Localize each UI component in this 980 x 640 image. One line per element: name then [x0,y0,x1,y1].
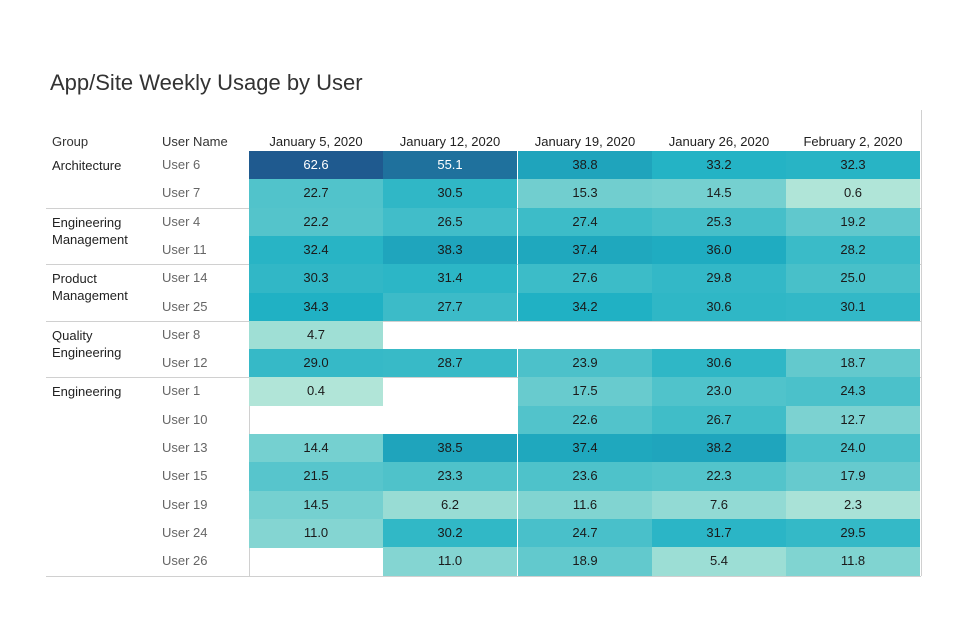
heatmap-cell: 15.3 [518,179,652,208]
heatmap-cell: 28.7 [383,349,517,378]
heatmap-cell: 12.7 [786,406,920,435]
table-border [921,110,922,576]
heatmap-cell: 23.6 [518,462,652,491]
heatmap-cell: 38.8 [518,151,652,180]
heatmap-cell: 23.9 [518,349,652,378]
heatmap-cell: 30.6 [652,349,786,378]
heatmap-cell: 0.6 [786,179,920,208]
heatmap-cell: 26.7 [652,406,786,435]
heatmap-cell: 62.6 [249,151,383,180]
heatmap-cell: 33.2 [652,151,786,180]
heatmap-cell: 6.2 [383,491,517,520]
heatmap-cell: 22.3 [652,462,786,491]
heatmap-cell: 37.4 [518,434,652,463]
user-label: User 26 [162,553,208,568]
heatmap-cell: 25.3 [652,208,786,237]
column-header: January 12, 2020 [399,134,501,149]
heatmap-cell: 11.6 [518,491,652,520]
heatmap-cell: 38.3 [383,236,517,265]
heatmap-cell: 22.6 [518,406,652,435]
heatmap-cell: 24.7 [518,519,652,548]
heatmap-cell: 22.7 [249,179,383,208]
heatmap-cell: 22.2 [249,208,383,237]
heatmap-cell: 14.5 [652,179,786,208]
heatmap-cell: 14.4 [249,434,383,463]
heatmap-cell: 11.8 [786,547,920,576]
heatmap-cell: 30.1 [786,293,920,322]
heatmap-cell: 24.3 [786,377,920,406]
user-label: User 4 [162,214,201,229]
heatmap-cell: 2.3 [786,491,920,520]
heatmap-cell: 30.5 [383,179,517,208]
table-bottom-border [46,576,921,577]
column-header: January 26, 2020 [668,134,770,149]
heatmap-cell: 26.5 [383,208,517,237]
group-label: Engineering Management [52,215,128,247]
group-separator [46,321,921,322]
column-header: January 5, 2020 [269,134,363,149]
heatmap-cell: 29.8 [652,264,786,293]
heatmap-cell: 55.1 [383,151,517,180]
heatmap-cell: 14.5 [249,491,383,520]
user-label: User 15 [162,468,208,483]
heatmap-cell: 11.0 [383,547,517,576]
group-column-header: Group [52,134,89,149]
heatmap-cell: 28.2 [786,236,920,265]
heatmap-cell: 34.2 [518,293,652,322]
heatmap-cell: 17.9 [786,462,920,491]
heatmap-cell: 30.3 [249,264,383,293]
user-label: User 24 [162,525,208,540]
heatmap-cell: 37.4 [518,236,652,265]
user-label: User 6 [162,157,201,172]
heatmap-cell: 31.7 [652,519,786,548]
heatmap-cell: 30.2 [383,519,517,548]
heatmap-cell: 23.0 [652,377,786,406]
group-label: Quality Engineering [52,328,122,360]
user-label: User 12 [162,355,208,370]
heatmap-cell: 23.3 [383,462,517,491]
heatmap-cell: 21.5 [249,462,383,491]
heatmap-cell: 32.3 [786,151,920,180]
user-label: User 11 [162,242,207,257]
heatmap-cell: 11.0 [249,519,383,548]
chart-title: App/Site Weekly Usage by User [50,70,363,95]
user-label: User 1 [162,383,201,398]
heatmap-cell: 27.4 [518,208,652,237]
heatmap-cell: 7.6 [652,491,786,520]
heatmap-cell: 34.3 [249,293,383,322]
group-label: Product Management [52,271,128,303]
heatmap-cell: 32.4 [249,236,383,265]
heatmap-cell: 38.2 [652,434,786,463]
group-label: Architecture [52,158,122,173]
user-label: User 14 [162,270,208,285]
group-separator [46,377,921,378]
user-label: User 19 [162,497,208,512]
heatmap-cell: 17.5 [518,377,652,406]
heatmap-cell: 5.4 [652,547,786,576]
user-label: User 13 [162,440,208,455]
heatmap-cell: 29.0 [249,349,383,378]
user-label: User 25 [162,299,208,314]
heatmap-cell: 18.7 [786,349,920,378]
user-label: User 7 [162,185,201,200]
heatmap-cell: 4.7 [249,321,383,350]
heatmap-cell: 24.0 [786,434,920,463]
heatmap-cell: 36.0 [652,236,786,265]
user-column-header: User Name [162,134,228,149]
heatmap-cell: 19.2 [786,208,920,237]
heatmap-cell: 25.0 [786,264,920,293]
column-header: January 19, 2020 [534,134,636,149]
heatmap-cell: 18.9 [518,547,652,576]
heatmap-cell: 31.4 [383,264,517,293]
heatmap-cell: 27.6 [518,264,652,293]
heatmap-cell: 0.4 [249,377,383,406]
column-header: February 2, 2020 [803,134,903,149]
heatmap-cell: 29.5 [786,519,920,548]
heatmap-cell: 30.6 [652,293,786,322]
user-label: User 8 [162,327,201,342]
heatmap-cell: 27.7 [383,293,517,322]
heatmap-cell: 38.5 [383,434,517,463]
group-label: Engineering [52,384,122,399]
user-label: User 10 [162,412,208,427]
